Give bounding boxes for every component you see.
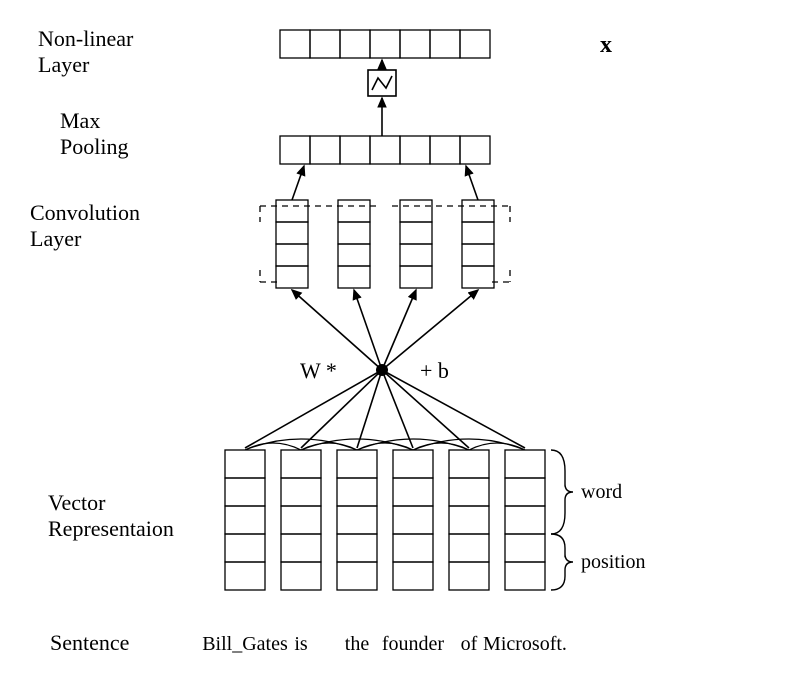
arrow-dot-to-conv: [382, 290, 416, 370]
conv-cell: [338, 244, 370, 266]
conv-cell: [400, 266, 432, 288]
vector-cell: [281, 506, 321, 534]
vector-cell: [449, 450, 489, 478]
vector-cell: [337, 534, 377, 562]
vector-cell: [505, 534, 545, 562]
vector-cell: [337, 478, 377, 506]
nonlinear-layer-label: Non-linearLayer: [38, 26, 134, 77]
activation-icon: [372, 76, 392, 90]
position-brace-label: position: [581, 551, 645, 573]
conv-cell: [400, 222, 432, 244]
conv-cell: [276, 244, 308, 266]
vector-cell: [281, 562, 321, 590]
sentence-token: founder: [382, 633, 445, 655]
vector-cell: [393, 450, 433, 478]
vector-cell: [337, 506, 377, 534]
conv-cell: [462, 244, 494, 266]
vector-cell: [393, 506, 433, 534]
nonlinear-cell: [460, 30, 490, 58]
vector-cell: [393, 562, 433, 590]
vector-cell: [449, 534, 489, 562]
nonlinear-cell: [310, 30, 340, 58]
window-arc: [357, 439, 469, 450]
maxpool-cell: [280, 136, 310, 164]
conv-layer-label: ConvolutionLayer: [30, 200, 140, 251]
sentence-label: Sentence: [50, 630, 129, 655]
nonlinear-cell: [340, 30, 370, 58]
maxpool-cell: [310, 136, 340, 164]
conv-cell: [462, 222, 494, 244]
sentence-token: the: [345, 633, 370, 655]
maxpool-cell: [430, 136, 460, 164]
conv-cell: [276, 222, 308, 244]
nonlinear-cell: [400, 30, 430, 58]
maxpool-cell: [460, 136, 490, 164]
vector-cell: [505, 450, 545, 478]
vector-cell: [505, 506, 545, 534]
vector-cell: [505, 478, 545, 506]
vector-cell: [281, 478, 321, 506]
maxpool-cell: [340, 136, 370, 164]
window-arc: [301, 439, 413, 450]
curly-brace: [551, 450, 573, 534]
conv-cell: [338, 200, 370, 222]
curly-brace: [551, 534, 573, 590]
sentence-token: Microsoft.: [483, 633, 567, 655]
line-vector-to-dot: [382, 370, 413, 448]
nonlinear-cell: [280, 30, 310, 58]
conv-cell: [462, 200, 494, 222]
vector-cell: [505, 562, 545, 590]
line-vector-to-dot: [382, 370, 525, 448]
word-brace-label: word: [581, 481, 622, 503]
output-x: x: [600, 32, 612, 58]
vector-cell: [337, 562, 377, 590]
vector-cell: [449, 506, 489, 534]
conv-cell: [400, 244, 432, 266]
vector-cell: [449, 478, 489, 506]
maxpool-label: MaxPooling: [60, 108, 128, 159]
vector-cell: [225, 562, 265, 590]
sentence-token: Bill_Gates: [202, 633, 288, 655]
window-arc: [245, 439, 357, 450]
nonlinear-cell: [430, 30, 460, 58]
vector-cell: [225, 506, 265, 534]
vector-cell: [393, 478, 433, 506]
vector-cell: [281, 534, 321, 562]
conv-cell: [338, 222, 370, 244]
w-label: W *: [300, 358, 337, 383]
sentence-token: of: [461, 633, 478, 655]
conv-cell: [276, 266, 308, 288]
conv-cell: [276, 200, 308, 222]
vector-cell: [225, 534, 265, 562]
b-label: + b: [420, 358, 449, 383]
maxpool-cell: [370, 136, 400, 164]
nonlinear-cell: [370, 30, 400, 58]
vector-cell: [393, 534, 433, 562]
vector-cell: [225, 478, 265, 506]
vector-cell: [225, 450, 265, 478]
vector-cell: [281, 450, 321, 478]
vector-rep-label: VectorRepresentaion: [48, 490, 174, 541]
sentence-token: is: [294, 633, 308, 655]
maxpool-cell: [400, 136, 430, 164]
vector-cell: [337, 450, 377, 478]
vector-cell: [449, 562, 489, 590]
conv-cell: [338, 266, 370, 288]
arrow-conv-to-maxpool-right: [466, 166, 478, 200]
conv-cell: [400, 200, 432, 222]
window-arc: [413, 439, 525, 450]
arrow-conv-to-maxpool-left: [292, 166, 304, 200]
conv-cell: [462, 266, 494, 288]
